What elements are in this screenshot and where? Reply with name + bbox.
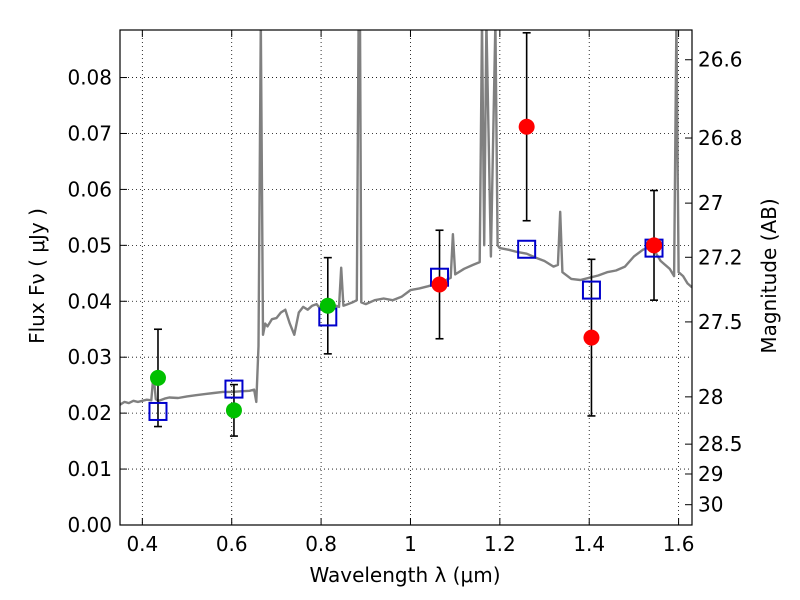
y-tick-label: 0.07	[67, 121, 112, 145]
x-tick-label: 1.4	[573, 532, 605, 556]
plot-frame	[119, 29, 693, 526]
y-tick-label: 0.08	[67, 66, 112, 90]
x-tick-label: 1.2	[484, 532, 516, 556]
grid	[120, 30, 692, 525]
y2-tick-label: 27	[698, 191, 723, 215]
model-photometry-point	[224, 379, 244, 399]
x-axis: 0.4 0.6 0.8 1 1.2 1.4 1.6	[126, 30, 695, 556]
observed-point	[518, 118, 535, 135]
y-tick-label: 0.03	[67, 345, 112, 369]
sed-model-series	[120, 30, 692, 406]
observed-point	[646, 237, 663, 254]
y-tick-label: 0.04	[67, 289, 112, 313]
sed-model-line	[120, 30, 692, 406]
x-tick-label: 1	[404, 532, 417, 556]
y2-tick-label: 28.5	[698, 432, 743, 456]
model-photometry-point	[517, 239, 537, 259]
y-axis-title: Flux Fν ( μJy )	[25, 208, 49, 344]
x-axis-title: Wavelength λ (μm)	[309, 563, 500, 587]
y-axis-left: 0.00 0.01 0.02 0.03 0.04 0.05 0.06 0.07 0.08	[67, 66, 127, 537]
x-tick-label: 0.8	[305, 532, 337, 556]
observed-point	[583, 329, 600, 346]
y2-axis-title: Magnitude (AB)	[757, 198, 781, 353]
y2-tick-label: 28	[698, 385, 723, 409]
y2-tick-label: 30	[698, 493, 723, 517]
y-tick-label: 0.01	[67, 457, 112, 481]
observed-point	[225, 402, 242, 419]
x-tick-label: 1.6	[663, 532, 695, 556]
model-photometry-series	[148, 238, 664, 421]
observed-point	[431, 276, 448, 293]
x-tick-label: 0.6	[216, 532, 248, 556]
y-tick-label: 0.06	[67, 177, 112, 201]
observed-points	[149, 118, 663, 419]
model-photometry-point	[581, 280, 601, 300]
x-tick-label: 0.4	[126, 532, 158, 556]
y2-tick-label: 26.8	[698, 126, 743, 150]
y-axis-right: 26.6 26.8 27 27.2 27.5 28 28.5 29 30	[685, 48, 743, 517]
y2-tick-label: 26.6	[698, 48, 743, 72]
y-tick-label: 0.00	[67, 513, 112, 537]
observed-point	[319, 297, 336, 314]
y-tick-label: 0.05	[67, 233, 112, 257]
observed-point	[149, 369, 166, 386]
y2-tick-label: 29	[698, 462, 723, 486]
y-tick-label: 0.02	[67, 401, 112, 425]
y2-tick-label: 27.5	[698, 310, 743, 334]
model-photometry-point	[148, 401, 168, 421]
y2-tick-label: 27.2	[698, 245, 743, 269]
error-bars	[153, 31, 659, 437]
